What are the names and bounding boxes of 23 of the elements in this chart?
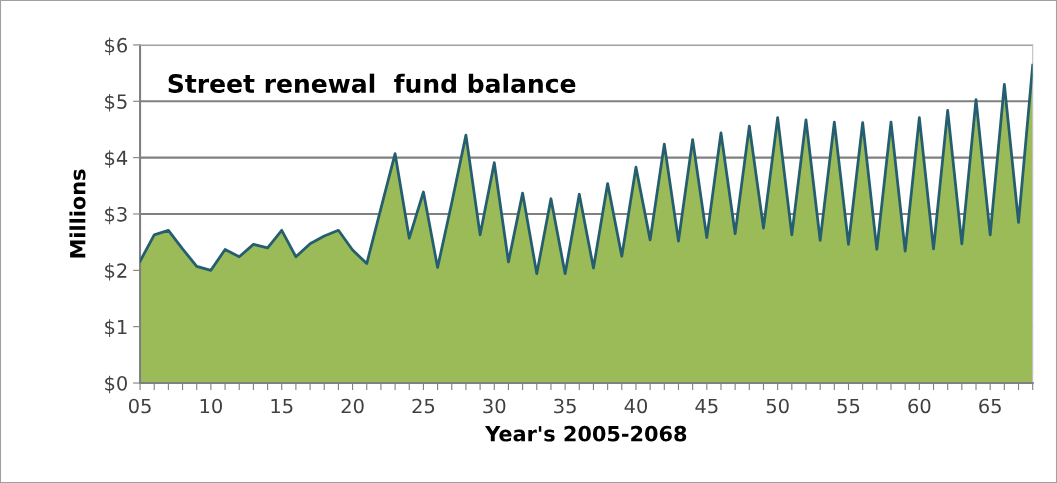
x-tick-label: 15 <box>271 398 293 414</box>
x-tick-label: 20 <box>341 398 364 414</box>
y-tick-label: $5 <box>105 93 127 112</box>
x-tick-label: 25 <box>412 398 435 414</box>
y-tick-label: $6 <box>105 37 128 56</box>
x-tick-label: 40 <box>624 398 648 414</box>
y-tick-label: $0 <box>105 375 127 394</box>
x-tick-label: 30 <box>483 398 506 414</box>
x-tick-label: 10 <box>200 398 222 414</box>
y-axis-title: Millions <box>69 169 86 258</box>
x-tick-label: 50 <box>766 398 789 414</box>
text: Street renewal fund balance <box>168 73 576 94</box>
x-tick-label: 60 <box>908 398 931 414</box>
y-tick-label: $1 <box>105 319 127 337</box>
x-tick-label: 55 <box>837 398 860 414</box>
y-tick-label: $4 <box>105 150 128 168</box>
x-tick-label: 65 <box>979 398 1001 414</box>
y-tick-label: $3 <box>105 206 127 225</box>
x-tick-label: 35 <box>554 398 576 414</box>
x-tick-label: 45 <box>695 398 718 414</box>
x-tick-label: 05 <box>128 398 151 414</box>
y-tick-label: $2 <box>105 262 127 281</box>
x-axis-title: Year's 2005-2068 <box>485 425 687 442</box>
